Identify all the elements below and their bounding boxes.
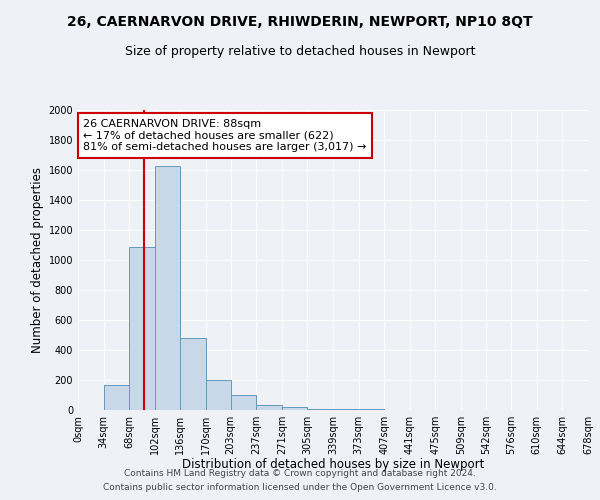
Bar: [104, 384, 129, 410]
Bar: [129, 246, 155, 410]
Bar: [155, 166, 181, 410]
Bar: [230, 395, 256, 410]
Text: 26 CAERNARVON DRIVE: 88sqm
← 17% of detached houses are smaller (622)
81% of sem: 26 CAERNARVON DRIVE: 88sqm ← 17% of deta…: [83, 119, 367, 152]
Bar: [256, 405, 282, 410]
Text: Size of property relative to detached houses in Newport: Size of property relative to detached ho…: [125, 45, 475, 58]
Text: Contains public sector information licensed under the Open Government Licence v3: Contains public sector information licen…: [103, 484, 497, 492]
Text: Contains HM Land Registry data © Crown copyright and database right 2024.: Contains HM Land Registry data © Crown c…: [124, 468, 476, 477]
Text: 26, CAERNARVON DRIVE, RHIWDERIN, NEWPORT, NP10 8QT: 26, CAERNARVON DRIVE, RHIWDERIN, NEWPORT…: [67, 15, 533, 29]
Y-axis label: Number of detached properties: Number of detached properties: [31, 167, 44, 353]
X-axis label: Distribution of detached houses by size in Newport: Distribution of detached houses by size …: [182, 458, 484, 471]
Bar: [359, 409, 384, 410]
Bar: [206, 380, 230, 410]
Bar: [181, 338, 206, 410]
Bar: [307, 408, 333, 410]
Bar: [333, 409, 359, 410]
Bar: [282, 407, 307, 410]
